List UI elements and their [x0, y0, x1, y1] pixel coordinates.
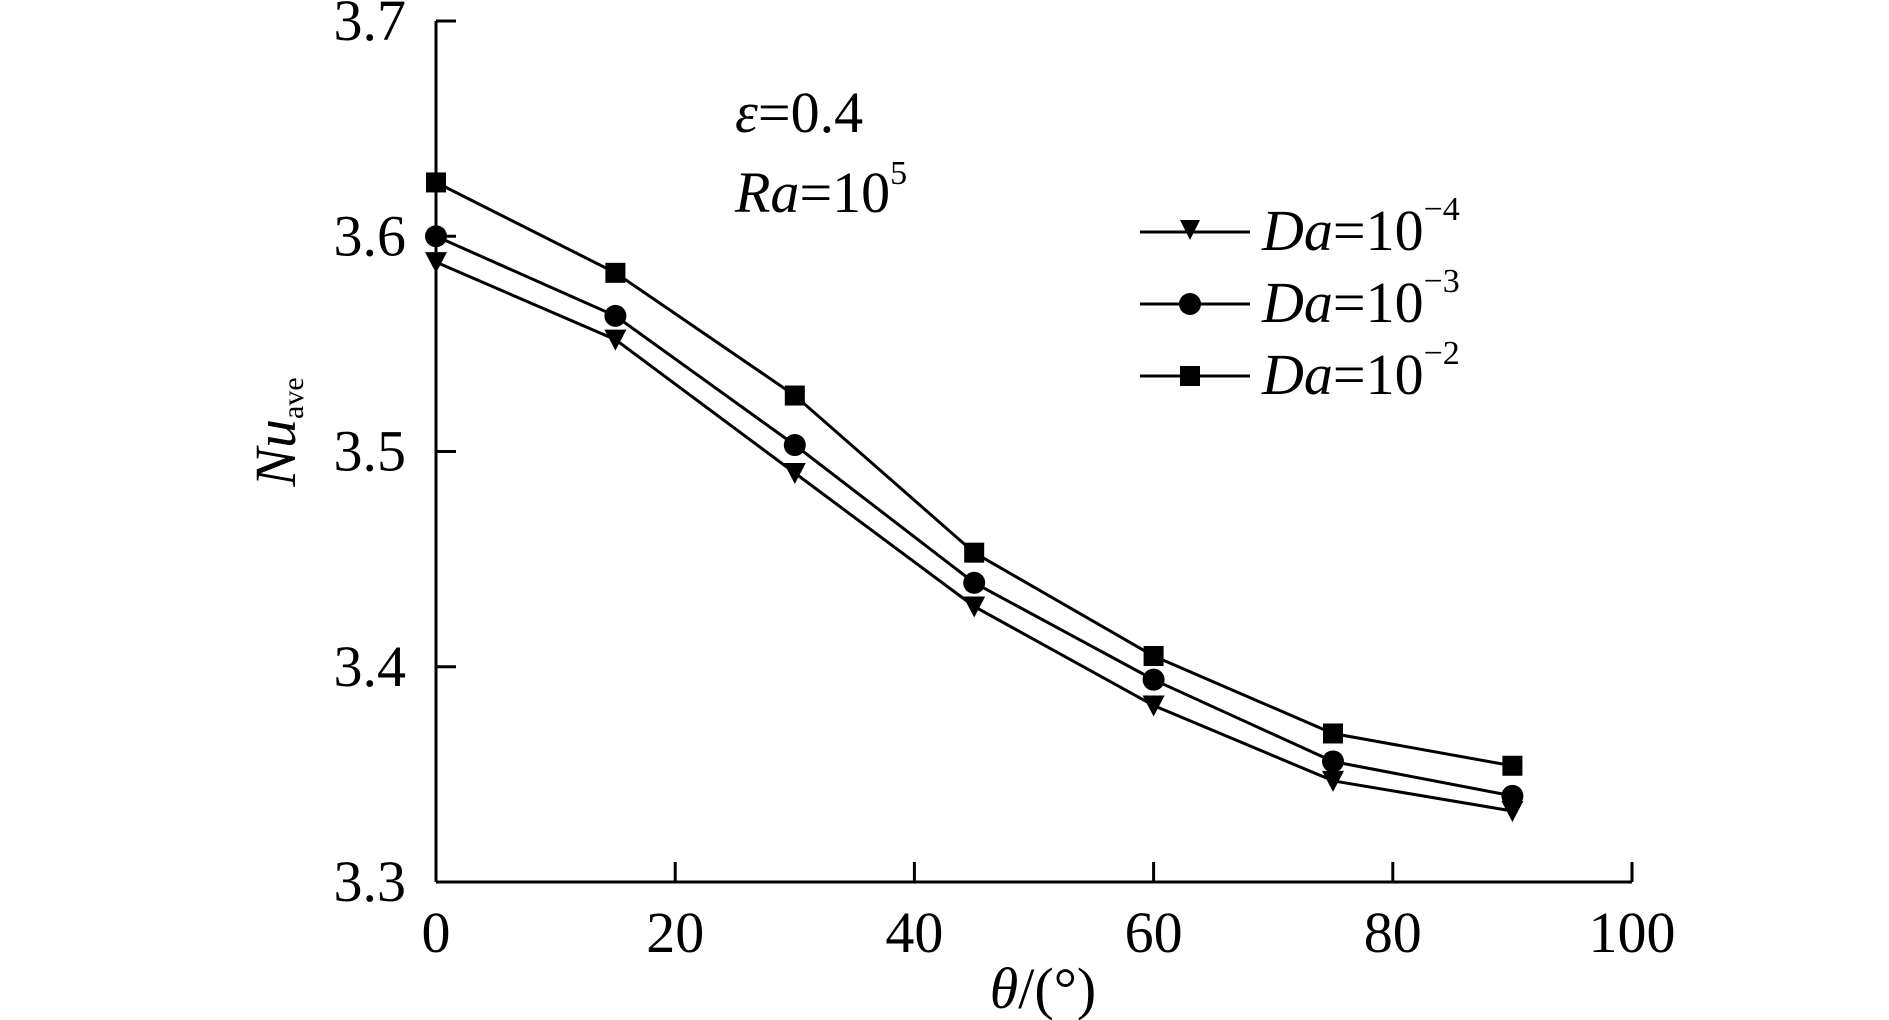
series-circle	[425, 225, 1524, 807]
data-point-triangle	[1501, 800, 1524, 822]
legend: Da=10−4 Da=10−3 Da=10−2	[1140, 191, 1460, 407]
data-point-triangle	[1142, 695, 1165, 717]
data-point-square	[1143, 645, 1164, 666]
legend-marker-circle	[1179, 293, 1201, 315]
x-tick-label: 0	[422, 900, 451, 965]
series-group	[425, 172, 1524, 822]
x-axis-label: θ/(°)	[990, 956, 1096, 1020]
series-triangle-down	[425, 252, 1524, 822]
data-point-square	[784, 385, 805, 406]
x-tick-label: 60	[1125, 900, 1183, 965]
data-point-circle	[425, 225, 447, 248]
x-tick-label: 100	[1589, 900, 1676, 965]
data-point-circle	[963, 571, 986, 594]
data-point-circle	[1501, 784, 1524, 807]
y-tick-label: 3.3	[334, 849, 407, 914]
data-point-triangle	[604, 329, 627, 351]
data-point-triangle	[783, 463, 806, 485]
annotation-ra: Ra=105	[734, 155, 907, 225]
data-point-circle	[1322, 750, 1344, 773]
legend-entry-da-1e-4: Da=10−4	[1140, 191, 1460, 263]
legend-entry-da-1e-3: Da=10−3	[1140, 263, 1460, 335]
data-point-triangle	[1322, 770, 1344, 792]
legend-marker-square	[1180, 366, 1200, 386]
y-axis-label: Nuave	[243, 377, 310, 487]
ticks: 0 20 40 60 80 100 3.3 3.4 3.5 3.6 3.7	[334, 0, 1676, 965]
data-point-circle	[783, 434, 806, 457]
data-point-square	[1323, 723, 1343, 744]
data-point-triangle	[425, 252, 447, 274]
legend-label-da-1e-3: Da=10−3	[1261, 263, 1460, 335]
legend-label-da-1e-4: Da=10−4	[1261, 191, 1460, 263]
axes	[434, 21, 1632, 884]
x-tick-label: 80	[1364, 900, 1422, 965]
data-point-square	[605, 262, 626, 283]
data-point-square	[1502, 755, 1523, 776]
y-tick-label: 3.6	[334, 203, 407, 268]
data-point-triangle	[963, 596, 986, 618]
data-point-square	[964, 542, 985, 563]
data-point-circle	[604, 304, 627, 327]
annotation-epsilon: ε=0.4	[735, 80, 863, 145]
x-tick-label: 20	[646, 900, 704, 965]
legend-entry-da-1e-2: Da=10−2	[1140, 335, 1460, 407]
y-tick-label: 3.7	[334, 0, 407, 53]
x-tick-label: 40	[885, 900, 943, 965]
legend-marker-triangle	[1180, 220, 1200, 240]
data-point-circle	[1142, 668, 1165, 691]
legend-label-da-1e-2: Da=10−2	[1261, 335, 1460, 407]
data-point-square	[426, 172, 446, 193]
y-tick-label: 3.4	[334, 634, 407, 699]
series-square	[426, 172, 1523, 776]
y-tick-label: 3.5	[334, 419, 407, 484]
